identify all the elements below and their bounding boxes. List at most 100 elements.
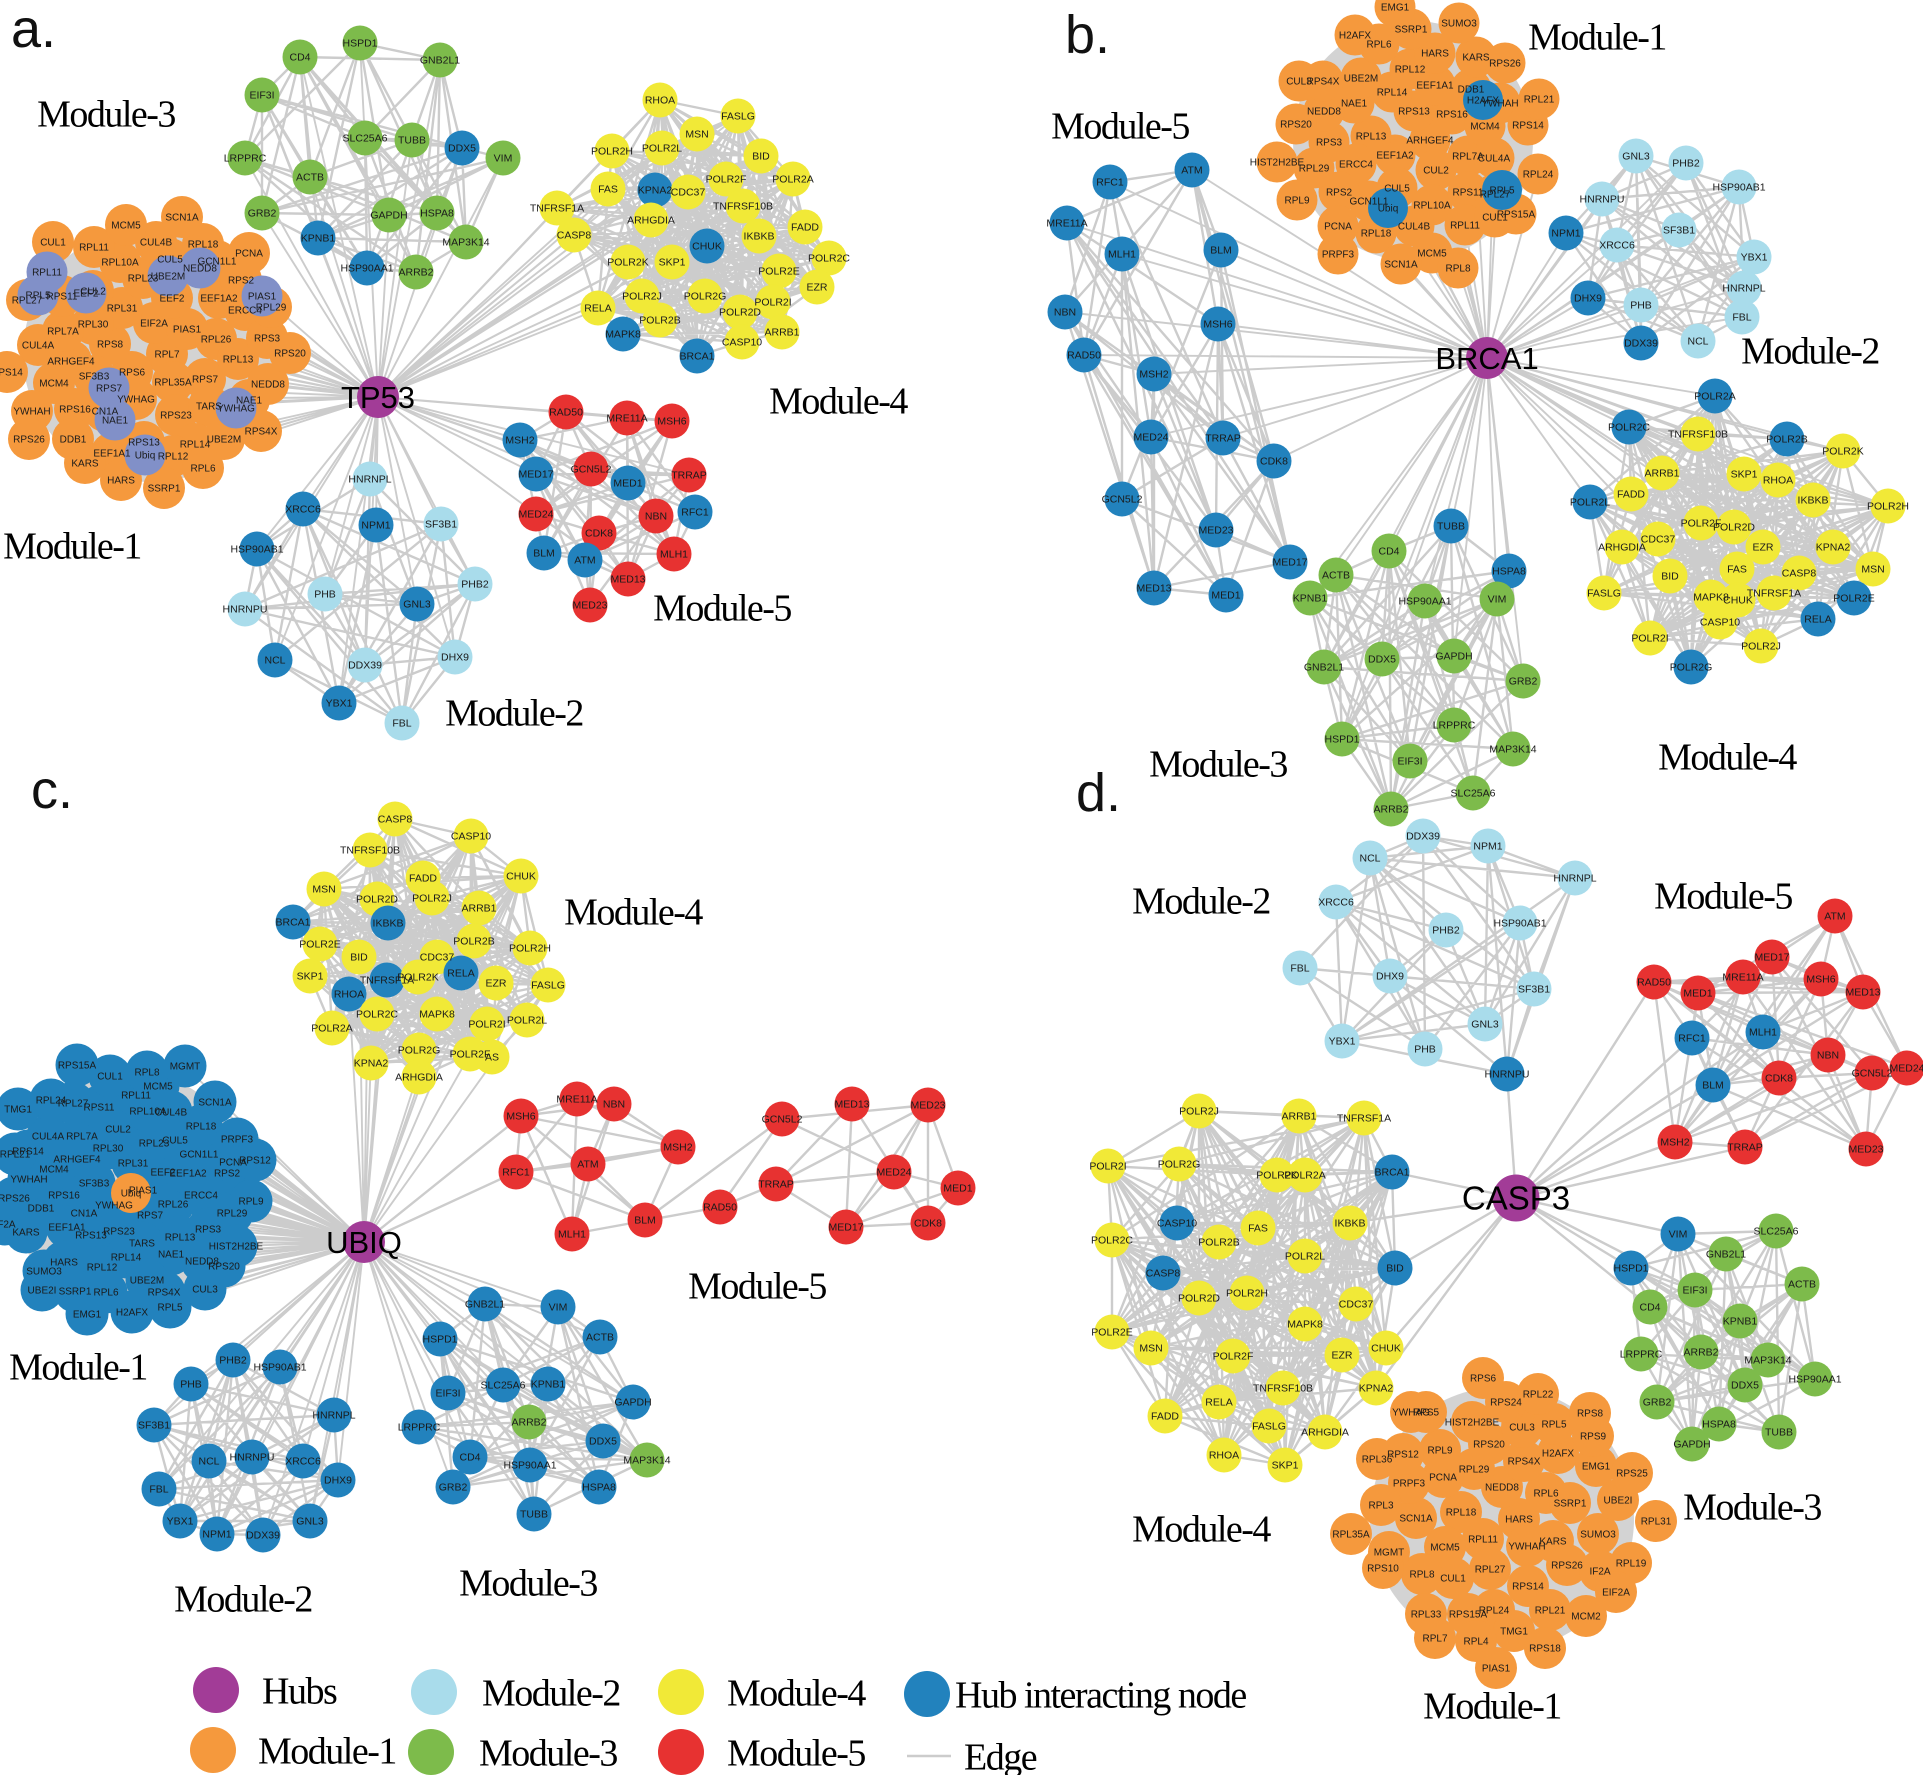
svg-text:MLH1: MLH1	[1108, 249, 1136, 261]
svg-text:MSH2: MSH2	[1660, 1137, 1689, 1149]
svg-text:RPS8: RPS8	[97, 340, 124, 351]
svg-text:RFC1: RFC1	[1096, 177, 1124, 189]
svg-text:POLR2A: POLR2A	[1284, 1170, 1325, 1182]
svg-text:PCNA: PCNA	[1324, 222, 1352, 233]
svg-text:YWHAH: YWHAH	[13, 407, 50, 418]
svg-text:CUL4B: CUL4B	[1398, 222, 1431, 233]
svg-text:RELA: RELA	[447, 968, 474, 980]
svg-text:VIM: VIM	[549, 1302, 568, 1314]
svg-text:RPL8: RPL8	[1409, 1570, 1434, 1581]
svg-text:RPS4X: RPS4X	[148, 1288, 181, 1299]
svg-text:b.: b.	[1065, 5, 1110, 65]
svg-text:RPL21: RPL21	[1535, 1606, 1566, 1617]
svg-text:HNRNPL: HNRNPL	[312, 1410, 355, 1422]
svg-text:BID: BID	[350, 952, 368, 964]
svg-text:HSP90AA1: HSP90AA1	[1398, 596, 1451, 608]
svg-text:KPNB1: KPNB1	[1293, 593, 1328, 605]
svg-text:HNRNPL: HNRNPL	[1553, 873, 1596, 885]
svg-text:ATM: ATM	[1824, 911, 1845, 923]
svg-text:HSP90AB1: HSP90AB1	[1493, 918, 1546, 930]
svg-text:POLR2I: POLR2I	[468, 1019, 505, 1031]
svg-text:CASP10: CASP10	[451, 831, 491, 843]
svg-text:EMG1: EMG1	[1381, 3, 1410, 14]
svg-text:MSN: MSN	[1861, 564, 1884, 576]
svg-text:Module-4: Module-4	[1658, 736, 1797, 778]
svg-text:SSRP1: SSRP1	[148, 484, 181, 495]
svg-text:GNB2L1: GNB2L1	[1304, 662, 1344, 674]
svg-text:ARRB2: ARRB2	[511, 1417, 546, 1429]
svg-text:RPL6: RPL6	[190, 464, 215, 475]
svg-text:DHX9: DHX9	[324, 1475, 352, 1487]
svg-text:KPNB1: KPNB1	[531, 1379, 566, 1391]
svg-text:GNL3: GNL3	[403, 599, 431, 611]
svg-text:DDB1: DDB1	[1458, 85, 1485, 96]
svg-text:POLR2G: POLR2G	[1158, 1159, 1201, 1171]
svg-text:RPL21: RPL21	[0, 1150, 31, 1161]
svg-text:RPL3: RPL3	[1368, 1501, 1393, 1512]
svg-text:PHB: PHB	[180, 1379, 202, 1391]
svg-text:ARHGDIA: ARHGDIA	[627, 215, 675, 227]
svg-text:DDX5: DDX5	[448, 143, 476, 155]
svg-text:MLH1: MLH1	[660, 549, 688, 561]
svg-text:TNFRSF1A: TNFRSF1A	[530, 203, 584, 215]
svg-text:MED13: MED13	[610, 574, 645, 586]
svg-text:CASP3: CASP3	[1462, 1180, 1570, 1217]
svg-text:SCN1A: SCN1A	[1384, 260, 1418, 271]
svg-text:RPS4X: RPS4X	[245, 427, 278, 438]
svg-text:RPS26: RPS26	[0, 1194, 30, 1205]
svg-text:GRB2: GRB2	[1509, 676, 1538, 688]
svg-text:RPS15A: RPS15A	[58, 1061, 97, 1072]
svg-text:CUL4A: CUL4A	[1478, 154, 1511, 165]
svg-text:HSPA8: HSPA8	[582, 1482, 616, 1494]
svg-text:GCN5L2: GCN5L2	[1102, 494, 1143, 506]
svg-text:HSP90AA1: HSP90AA1	[503, 1460, 556, 1472]
svg-text:LRPPRC: LRPPRC	[224, 153, 267, 165]
svg-text:CASP8: CASP8	[1782, 568, 1817, 580]
svg-text:Module-5: Module-5	[1654, 875, 1792, 917]
svg-text:HSPA8: HSPA8	[1702, 1419, 1736, 1431]
svg-text:CASP10: CASP10	[1700, 617, 1740, 629]
svg-text:SCN1A: SCN1A	[1399, 1514, 1433, 1525]
svg-text:TUBB: TUBB	[398, 135, 426, 147]
svg-text:SUMO3: SUMO3	[1580, 1530, 1616, 1541]
svg-text:Module-2: Module-2	[174, 1578, 312, 1620]
svg-text:EIF3I: EIF3I	[1397, 756, 1422, 768]
svg-text:CASP8: CASP8	[378, 814, 413, 826]
svg-text:GCN1L1: GCN1L1	[180, 1150, 219, 1161]
svg-text:PHB2: PHB2	[1432, 925, 1460, 937]
svg-text:Module-5: Module-5	[1051, 105, 1189, 147]
svg-text:XRCC6: XRCC6	[285, 1456, 321, 1468]
svg-text:Module-1: Module-1	[258, 1730, 396, 1772]
svg-text:KPNB1: KPNB1	[1723, 1316, 1758, 1328]
svg-text:HSPD1: HSPD1	[1613, 1263, 1648, 1275]
svg-text:RPL30: RPL30	[93, 1144, 124, 1155]
svg-text:GRB2: GRB2	[248, 208, 277, 220]
svg-text:MCM5: MCM5	[1417, 249, 1447, 260]
svg-text:HSP90AB1: HSP90AB1	[230, 544, 283, 556]
svg-text:MED1: MED1	[1683, 988, 1712, 1000]
svg-text:DHX9: DHX9	[1376, 971, 1404, 983]
svg-text:UBE2M: UBE2M	[207, 435, 241, 446]
svg-text:RELA: RELA	[1804, 614, 1831, 626]
svg-text:Hub interacting node: Hub interacting node	[955, 1674, 1246, 1716]
svg-text:IF2A: IF2A	[0, 1220, 16, 1231]
svg-text:RPL7A: RPL7A	[66, 1132, 98, 1143]
svg-text:HSP90AB1: HSP90AB1	[1712, 182, 1765, 194]
svg-text:BLM: BLM	[533, 548, 555, 560]
svg-text:RPL31: RPL31	[118, 1159, 149, 1170]
svg-text:RPS12: RPS12	[239, 1156, 271, 1167]
svg-text:DHX9: DHX9	[441, 652, 469, 664]
svg-text:POLR2H: POLR2H	[1226, 1288, 1268, 1300]
svg-text:MED24: MED24	[518, 509, 553, 521]
svg-text:Hubs: Hubs	[262, 1670, 337, 1712]
svg-text:MAPK8: MAPK8	[1287, 1319, 1323, 1331]
svg-text:EIF2A: EIF2A	[1602, 1588, 1630, 1599]
svg-text:POLR2F: POLR2F	[1213, 1351, 1254, 1363]
svg-text:XRCC6: XRCC6	[285, 504, 321, 516]
svg-text:AS: AS	[485, 1052, 499, 1064]
svg-text:EEF1A2: EEF1A2	[1376, 151, 1414, 162]
svg-text:CASP10: CASP10	[722, 337, 762, 349]
svg-text:EEF2: EEF2	[159, 294, 184, 305]
svg-text:POLR2J: POLR2J	[1179, 1106, 1219, 1118]
svg-text:ARRB1: ARRB1	[1644, 468, 1679, 480]
